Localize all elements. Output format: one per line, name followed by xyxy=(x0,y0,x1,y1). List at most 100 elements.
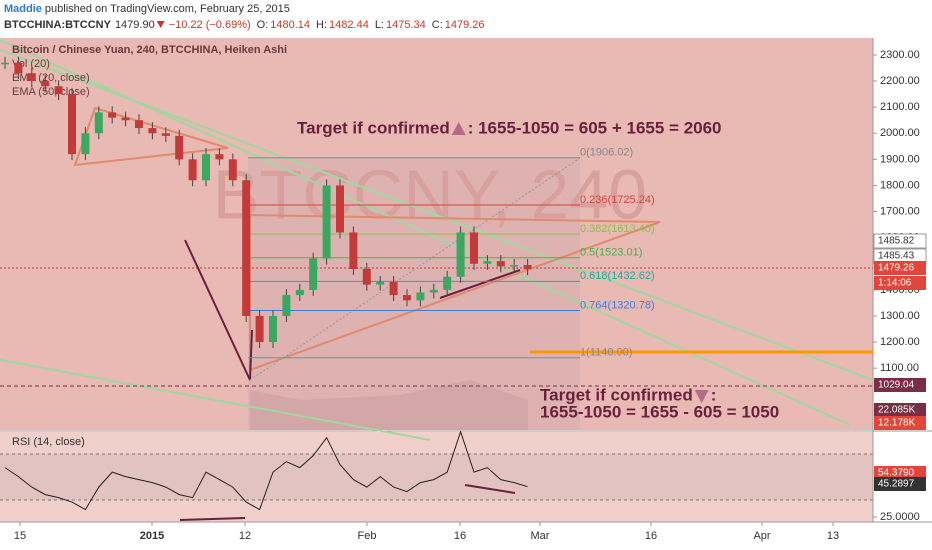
volume-area xyxy=(250,380,528,430)
candle xyxy=(349,232,358,269)
candle xyxy=(161,133,170,136)
time-tick-label: 16 xyxy=(454,530,466,542)
published: published on TradingView.com, February 2… xyxy=(45,3,290,15)
candle xyxy=(68,94,76,155)
author: Maddie xyxy=(4,3,42,15)
annotation-text: 1655-1050 = 1655 - 605 = 1050 xyxy=(540,402,779,421)
candle xyxy=(403,295,411,301)
rsi-line xyxy=(4,430,528,511)
candle xyxy=(135,120,143,129)
fib-label: 0.764(1320.78) xyxy=(580,299,655,311)
price-tick-label: 2100.00 xyxy=(880,101,920,113)
legend-entry: EMA (50, close) xyxy=(12,86,90,98)
candle xyxy=(1,62,9,65)
time-tick-label: Feb xyxy=(358,530,377,542)
time-tick-label: 12 xyxy=(239,530,251,542)
time-tick-label: Mar xyxy=(531,530,550,542)
price-tick-label: 1300.00 xyxy=(880,310,920,322)
annotation-text: : xyxy=(711,385,717,404)
candle xyxy=(510,265,519,267)
price-tick-label: 1200.00 xyxy=(880,336,920,348)
price-marker-label: 1485.43 xyxy=(878,251,915,262)
arrow-icon xyxy=(451,122,466,135)
price-tick-label: 1800.00 xyxy=(880,179,920,191)
candle xyxy=(282,295,291,316)
candle xyxy=(175,135,184,160)
candle xyxy=(188,159,197,181)
rsi-band xyxy=(0,454,873,500)
candle xyxy=(108,112,117,118)
candle xyxy=(269,315,277,343)
trendline xyxy=(0,39,851,426)
last: 1479.90 xyxy=(115,19,155,31)
candle xyxy=(336,185,344,233)
candle xyxy=(295,289,304,296)
price-tick-label: 2200.00 xyxy=(880,75,920,87)
candle xyxy=(496,261,505,267)
price-marker-label: 1029.04 xyxy=(878,380,915,391)
candle xyxy=(121,117,130,121)
symbol: BTCCHINA:BTCCNY xyxy=(4,19,112,31)
candle xyxy=(389,282,398,296)
candle xyxy=(202,154,210,181)
candle xyxy=(14,62,23,74)
price-marker xyxy=(873,233,927,249)
down-arrow xyxy=(156,21,165,28)
price-tick-label: 2000.00 xyxy=(880,127,920,139)
quote: BTCCHINA:BTCCNY 1479.90 −10.22 (−0.69%) O: 1… xyxy=(4,19,485,31)
price-marker xyxy=(874,416,926,430)
price-marker-label: 12.178K xyxy=(878,418,916,429)
swing-line xyxy=(439,269,521,299)
trendline xyxy=(0,359,431,441)
legend-entry: EMA (20, close) xyxy=(12,72,90,84)
price-tick-label: 2300.00 xyxy=(880,49,920,61)
rsi-marker-label: 54.3790 xyxy=(878,468,915,479)
candle xyxy=(228,159,237,181)
divergence-line xyxy=(464,484,516,494)
ohlc-value: 1480.14 xyxy=(270,19,310,31)
time-tick-label: 2015 xyxy=(140,530,164,542)
time-tick-label: 16 xyxy=(645,530,657,542)
price-marker-label: 1:14:06 xyxy=(878,278,912,289)
candle xyxy=(242,180,251,316)
divergence-line xyxy=(179,517,246,521)
price-marker xyxy=(874,378,926,392)
rsi-label: RSI (14, close) xyxy=(12,436,85,448)
time-tick-label: 13 xyxy=(827,530,839,542)
candle xyxy=(54,86,63,95)
candle xyxy=(483,261,492,264)
candle xyxy=(94,112,103,134)
fib-label: 0.382(1613.40) xyxy=(580,223,655,235)
candle xyxy=(470,232,478,264)
change: −10.22 (−0.69%) xyxy=(169,19,251,31)
candle xyxy=(376,282,385,285)
price-marker-label: 1479.26 xyxy=(878,263,915,274)
ohlc-value: 1475.34 xyxy=(386,19,426,31)
candle xyxy=(255,315,264,343)
candle xyxy=(309,258,318,290)
price-tick-label: 1700.00 xyxy=(880,205,920,217)
candle xyxy=(362,268,371,285)
ohlc-label: H: xyxy=(316,19,327,31)
candle xyxy=(523,265,532,270)
fib-label: 0(1906.02) xyxy=(580,147,633,159)
rsi-marker xyxy=(874,477,926,491)
ohlc-label: C: xyxy=(432,19,443,31)
price-tick-label: 1100.00 xyxy=(880,362,919,374)
ohlc-label: O: xyxy=(257,19,269,31)
time-tick-label: Apr xyxy=(753,530,770,542)
candle xyxy=(443,276,452,290)
rsi-tick-label: 25.0000 xyxy=(880,511,920,523)
annotation-text: Target if confirmed xyxy=(540,385,693,404)
arrow-icon xyxy=(694,390,709,403)
price-marker-label: 1485.82 xyxy=(878,236,915,247)
header: Maddie published on TradingView.com, Febr… xyxy=(4,3,290,15)
fib-label: 0.618(1432.62) xyxy=(580,270,655,282)
legend-entry: Bitcoin / Chinese Yuan, 240, BTCCHINA, H… xyxy=(12,44,287,56)
ohlc-value: 1482.44 xyxy=(329,19,369,31)
candle xyxy=(81,133,90,155)
rsi-marker-label: 45.2897 xyxy=(878,479,915,490)
time-tick-label: 15 xyxy=(14,530,26,542)
candle xyxy=(456,232,465,277)
